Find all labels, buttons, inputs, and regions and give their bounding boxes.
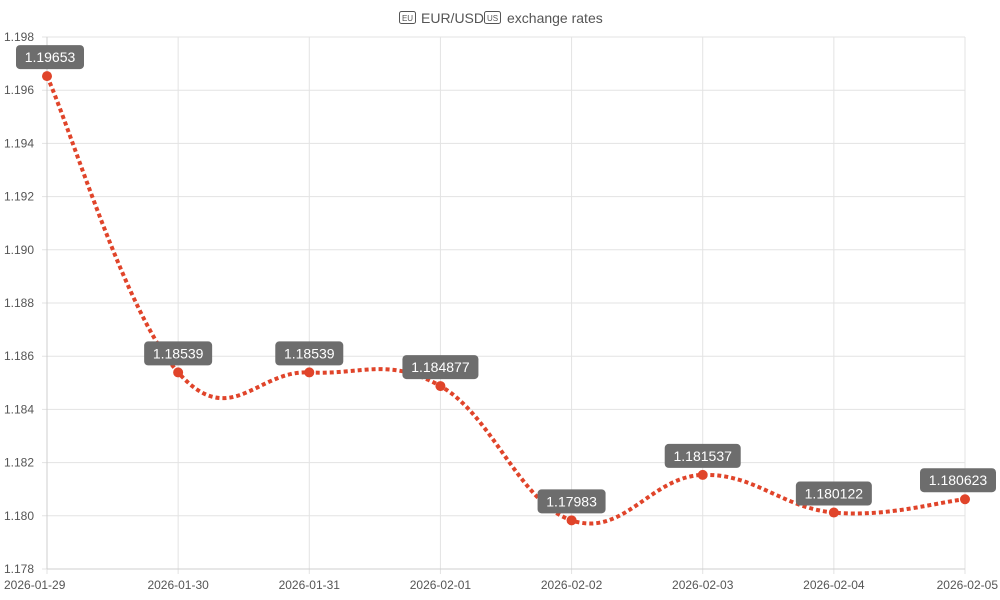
eu-flag-letters: EU xyxy=(402,14,413,23)
data-label-box xyxy=(795,481,872,506)
y-tick-label: 1.184 xyxy=(4,402,34,416)
data-label: 1.18539 xyxy=(275,341,344,366)
data-point[interactable] xyxy=(697,469,708,480)
y-tick-label: 1.190 xyxy=(4,243,34,257)
us-flag-letters: US xyxy=(487,14,498,23)
x-tick-label: 2026-02-04 xyxy=(803,578,865,592)
data-label: 1.180122 xyxy=(795,481,872,506)
data-point[interactable] xyxy=(566,515,577,526)
data-point[interactable] xyxy=(42,71,52,82)
chart-title-text: EUR/USD xyxy=(421,10,484,26)
data-label-box xyxy=(664,443,741,468)
y-tick-label: 1.182 xyxy=(4,456,34,470)
x-tick-label: 2026-02-02 xyxy=(541,578,603,592)
y-tick-label: 1.192 xyxy=(4,190,34,204)
data-label-text: 1.19653 xyxy=(25,49,76,65)
data-label-text: 1.184877 xyxy=(411,359,470,375)
x-tick-label: 2026-01-29 xyxy=(4,578,66,592)
us-flag-icon: US xyxy=(484,11,501,24)
data-label-box xyxy=(144,341,213,366)
data-label-text: 1.180623 xyxy=(929,472,988,488)
x-tick-label: 2026-02-03 xyxy=(672,578,734,592)
chart-title: EU EUR/USD US exchange rates xyxy=(399,10,603,26)
data-point[interactable] xyxy=(435,381,446,392)
data-label: 1.180623 xyxy=(920,468,996,493)
x-tick-label: 2026-01-31 xyxy=(279,578,341,592)
data-label-text: 1.17983 xyxy=(546,493,597,509)
y-tick-label: 1.178 xyxy=(4,562,34,576)
data-point[interactable] xyxy=(304,367,315,378)
y-tick-label: 1.186 xyxy=(4,349,34,363)
axes: 1.178 1.180 1.182 1.184 1.186 1.188 1.190 1.192… xyxy=(4,30,998,592)
data-label-box xyxy=(537,489,606,514)
data-label: 1.181537 xyxy=(664,443,741,468)
y-tick-label: 1.194 xyxy=(4,136,34,150)
data-point[interactable] xyxy=(173,367,184,378)
series xyxy=(42,71,970,526)
x-tick-label: 2026-02-05 xyxy=(937,578,999,592)
y-tick-label: 1.198 xyxy=(4,30,34,44)
data-label-text: 1.18539 xyxy=(284,345,335,361)
data-label-text: 1.180122 xyxy=(805,486,864,502)
x-tick-label: 2026-01-30 xyxy=(147,578,209,592)
data-label-box xyxy=(16,45,84,70)
data-labels: 1.19653 1.18539 1.18539 1.184877 1.17983 1.18… xyxy=(16,45,996,514)
data-label-text: 1.18539 xyxy=(153,345,204,361)
series-line xyxy=(45,75,966,526)
data-label: 1.17983 xyxy=(537,489,606,514)
data-point[interactable] xyxy=(828,507,839,518)
data-label-box xyxy=(275,341,344,366)
y-tick-label: 1.180 xyxy=(4,509,34,523)
data-point[interactable] xyxy=(960,494,970,505)
eu-flag-icon: EU xyxy=(399,11,416,24)
data-label: 1.19653 xyxy=(16,45,84,70)
y-tick-label: 1.196 xyxy=(4,83,34,97)
data-label-box xyxy=(402,355,479,380)
data-label-box xyxy=(920,468,996,493)
data-label: 1.184877 xyxy=(402,355,479,380)
y-tick-label: 1.188 xyxy=(4,296,34,310)
data-label-text: 1.181537 xyxy=(674,448,733,464)
chart-title-suffix: exchange rates xyxy=(507,10,603,26)
x-tick-label: 2026-02-01 xyxy=(410,578,472,592)
data-label: 1.18539 xyxy=(144,341,213,366)
